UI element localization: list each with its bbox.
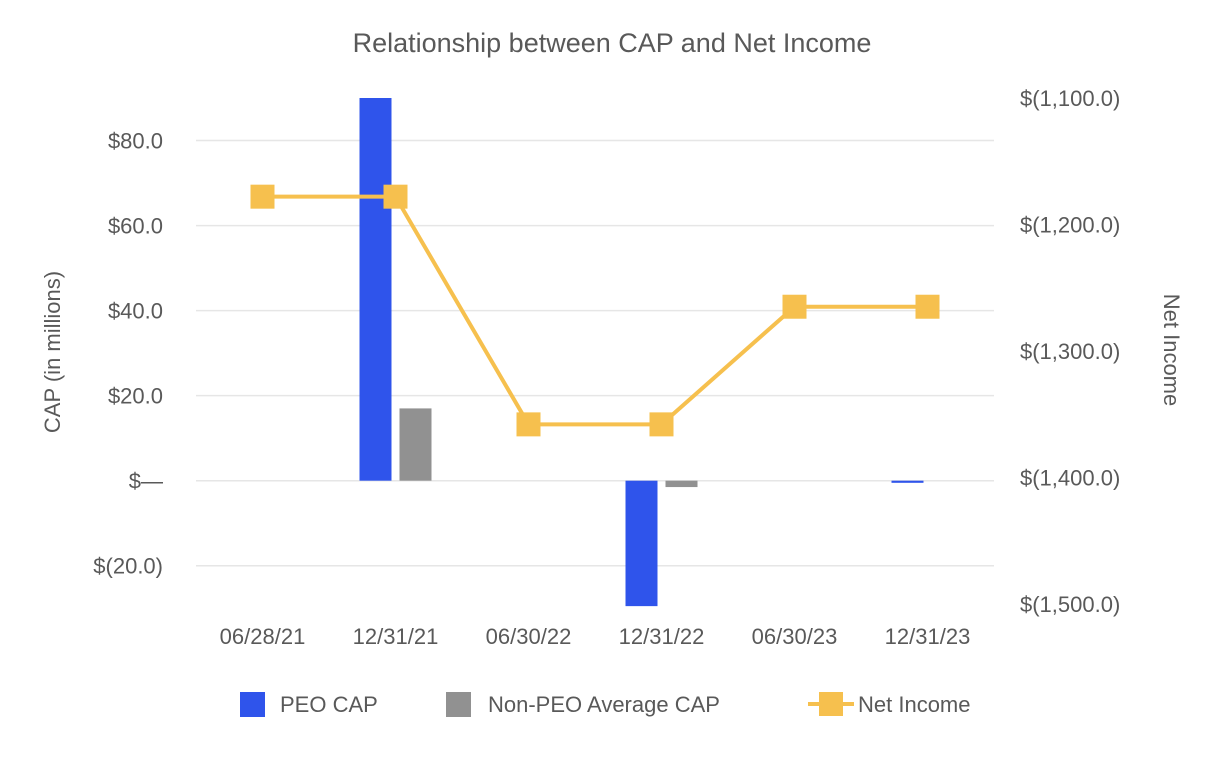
right-axis-ticks: $(1,100.0) $(1,200.0) $(1,300.0) $(1,400.0)… [1020, 86, 1120, 617]
legend-label-non-peo-average-cap: Non-PEO Average CAP [488, 692, 720, 717]
x-tick-label: 06/30/23 [752, 624, 838, 649]
x-tick-label: 12/31/21 [353, 624, 439, 649]
legend-swatch-non-peo-average-cap [446, 692, 471, 717]
left-tick-label: $20.0 [108, 384, 163, 409]
right-tick-label: $(1,200.0) [1020, 213, 1120, 238]
left-axis-ticks: $80.0 $60.0 $40.0 $20.0 $— $(20.0) [93, 129, 163, 579]
bar-peo-cap [891, 480, 924, 483]
x-axis-ticks: 06/28/21 12/31/21 06/30/22 12/31/22 06/30/23… [220, 624, 971, 649]
x-tick-label: 06/30/22 [486, 624, 572, 649]
right-tick-label: $(1,500.0) [1020, 592, 1120, 617]
bar-peo-cap [625, 480, 658, 607]
left-tick-label: $40.0 [108, 299, 163, 324]
marker-net-income [383, 184, 408, 209]
marker-net-income [915, 294, 940, 319]
left-axis-label: CAP (in millions) [40, 271, 65, 433]
marker-net-income [649, 412, 674, 437]
left-tick-label: $80.0 [108, 129, 163, 154]
right-tick-label: $(1,300.0) [1020, 339, 1120, 364]
bars [359, 98, 924, 607]
gridlines [196, 139, 994, 567]
left-tick-label: $60.0 [108, 214, 163, 239]
right-axis-label: Net Income [1159, 294, 1184, 407]
x-tick-label: 12/31/23 [885, 624, 971, 649]
bar-non-peo-average-cap [665, 480, 698, 488]
bar-peo-cap [359, 98, 392, 481]
legend-swatch-peo-cap [240, 692, 265, 717]
chart-title: Relationship between CAP and Net Income [353, 28, 872, 58]
legend: PEO CAP Non-PEO Average CAP Net Income [240, 692, 971, 717]
legend-marker-net-income [819, 692, 843, 716]
line-net-income [262, 194, 928, 427]
legend-label-peo-cap: PEO CAP [280, 692, 378, 717]
x-tick-label: 12/31/22 [619, 624, 705, 649]
x-tick-label: 06/28/21 [220, 624, 306, 649]
right-tick-label: $(1,400.0) [1020, 466, 1120, 491]
right-tick-label: $(1,100.0) [1020, 86, 1120, 111]
left-tick-label: $(20.0) [93, 554, 163, 579]
marker-net-income [250, 184, 275, 209]
net-income-line [250, 184, 940, 437]
marker-net-income [516, 412, 541, 437]
legend-label-net-income: Net Income [858, 692, 971, 717]
marker-net-income [782, 294, 807, 319]
left-tick-label: $— [129, 469, 163, 494]
bar-non-peo-average-cap [399, 408, 432, 481]
